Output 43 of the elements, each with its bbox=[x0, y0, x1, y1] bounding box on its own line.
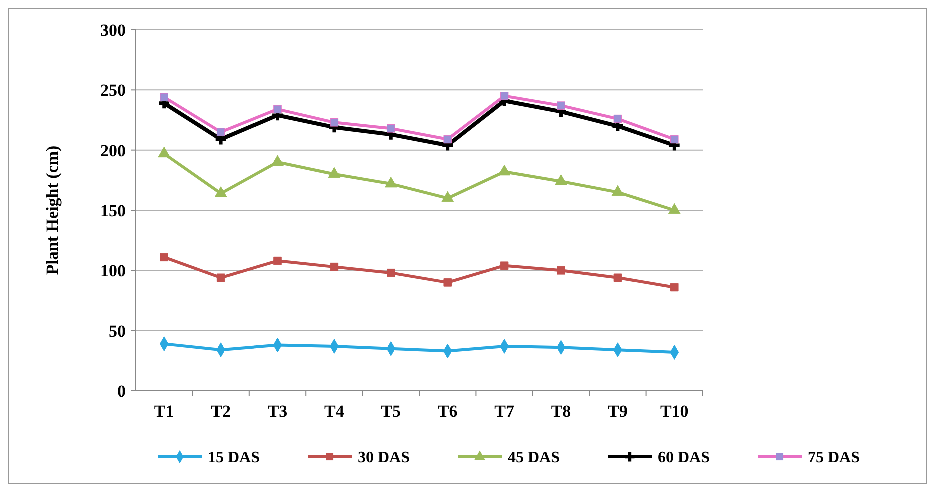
point bbox=[216, 274, 226, 282]
x-tick-label: T5 bbox=[381, 402, 402, 421]
point bbox=[387, 124, 396, 133]
point bbox=[444, 278, 452, 287]
y-axis-title: Plant Height (cm) bbox=[43, 146, 62, 276]
point bbox=[670, 135, 679, 144]
y-tick-label: 200 bbox=[100, 141, 126, 160]
y-tick-label: 150 bbox=[100, 201, 126, 220]
y-tick-label: 300 bbox=[100, 20, 126, 40]
point bbox=[614, 114, 622, 124]
point bbox=[216, 128, 226, 136]
point bbox=[330, 118, 339, 127]
legend-label: 75 DAS bbox=[808, 450, 860, 467]
point bbox=[160, 93, 168, 102]
x-tick-label: T1 bbox=[154, 402, 174, 421]
point bbox=[274, 105, 282, 114]
y-tick-label: 0 bbox=[118, 382, 126, 401]
legend-label: 45 DAS bbox=[508, 450, 560, 467]
x-tick-label: T4 bbox=[324, 402, 345, 421]
y-tick-label: 50 bbox=[109, 322, 126, 341]
point bbox=[500, 262, 509, 270]
legend-label: 30 DAS bbox=[358, 450, 410, 467]
legend-label: 15 DAS bbox=[208, 450, 260, 467]
x-tick-label: T9 bbox=[608, 402, 628, 421]
x-tick-label: T3 bbox=[268, 402, 288, 421]
legend-label: 60 DAS bbox=[658, 450, 710, 467]
x-tick-label: T10 bbox=[660, 402, 689, 421]
y-tick-label: 100 bbox=[100, 262, 126, 281]
x-tick-label: T2 bbox=[211, 402, 231, 421]
point bbox=[330, 262, 339, 272]
point bbox=[160, 253, 168, 262]
x-tick-label: T6 bbox=[438, 402, 458, 421]
point bbox=[274, 256, 282, 266]
point bbox=[614, 274, 622, 282]
x-tick-label: T8 bbox=[551, 402, 572, 421]
point bbox=[500, 92, 509, 100]
point bbox=[557, 102, 566, 110]
point bbox=[444, 135, 452, 144]
point bbox=[557, 266, 566, 275]
point bbox=[670, 283, 679, 292]
x-tick-label: T7 bbox=[494, 402, 515, 421]
y-tick-label: 250 bbox=[100, 81, 126, 100]
point bbox=[387, 268, 396, 278]
